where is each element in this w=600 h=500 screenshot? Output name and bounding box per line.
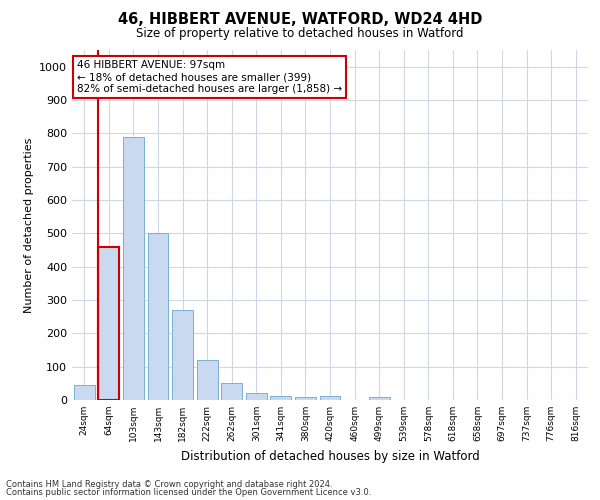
Y-axis label: Number of detached properties: Number of detached properties <box>23 138 34 312</box>
Bar <box>368 398 389 400</box>
Bar <box>221 384 242 400</box>
Text: 46, HIBBERT AVENUE, WATFORD, WD24 4HD: 46, HIBBERT AVENUE, WATFORD, WD24 4HD <box>118 12 482 28</box>
X-axis label: Distribution of detached houses by size in Watford: Distribution of detached houses by size … <box>181 450 479 462</box>
Bar <box>172 310 193 400</box>
Text: 46 HIBBERT AVENUE: 97sqm
← 18% of detached houses are smaller (399)
82% of semi-: 46 HIBBERT AVENUE: 97sqm ← 18% of detach… <box>77 60 342 94</box>
Text: Contains public sector information licensed under the Open Government Licence v3: Contains public sector information licen… <box>6 488 371 497</box>
Bar <box>271 396 292 400</box>
Bar <box>197 360 218 400</box>
Bar <box>148 234 169 400</box>
Bar <box>320 396 340 400</box>
Bar <box>246 394 267 400</box>
Bar <box>74 385 95 400</box>
Text: Size of property relative to detached houses in Watford: Size of property relative to detached ho… <box>136 28 464 40</box>
Bar <box>123 136 144 400</box>
Bar <box>295 396 316 400</box>
Bar <box>98 246 119 400</box>
Text: Contains HM Land Registry data © Crown copyright and database right 2024.: Contains HM Land Registry data © Crown c… <box>6 480 332 489</box>
